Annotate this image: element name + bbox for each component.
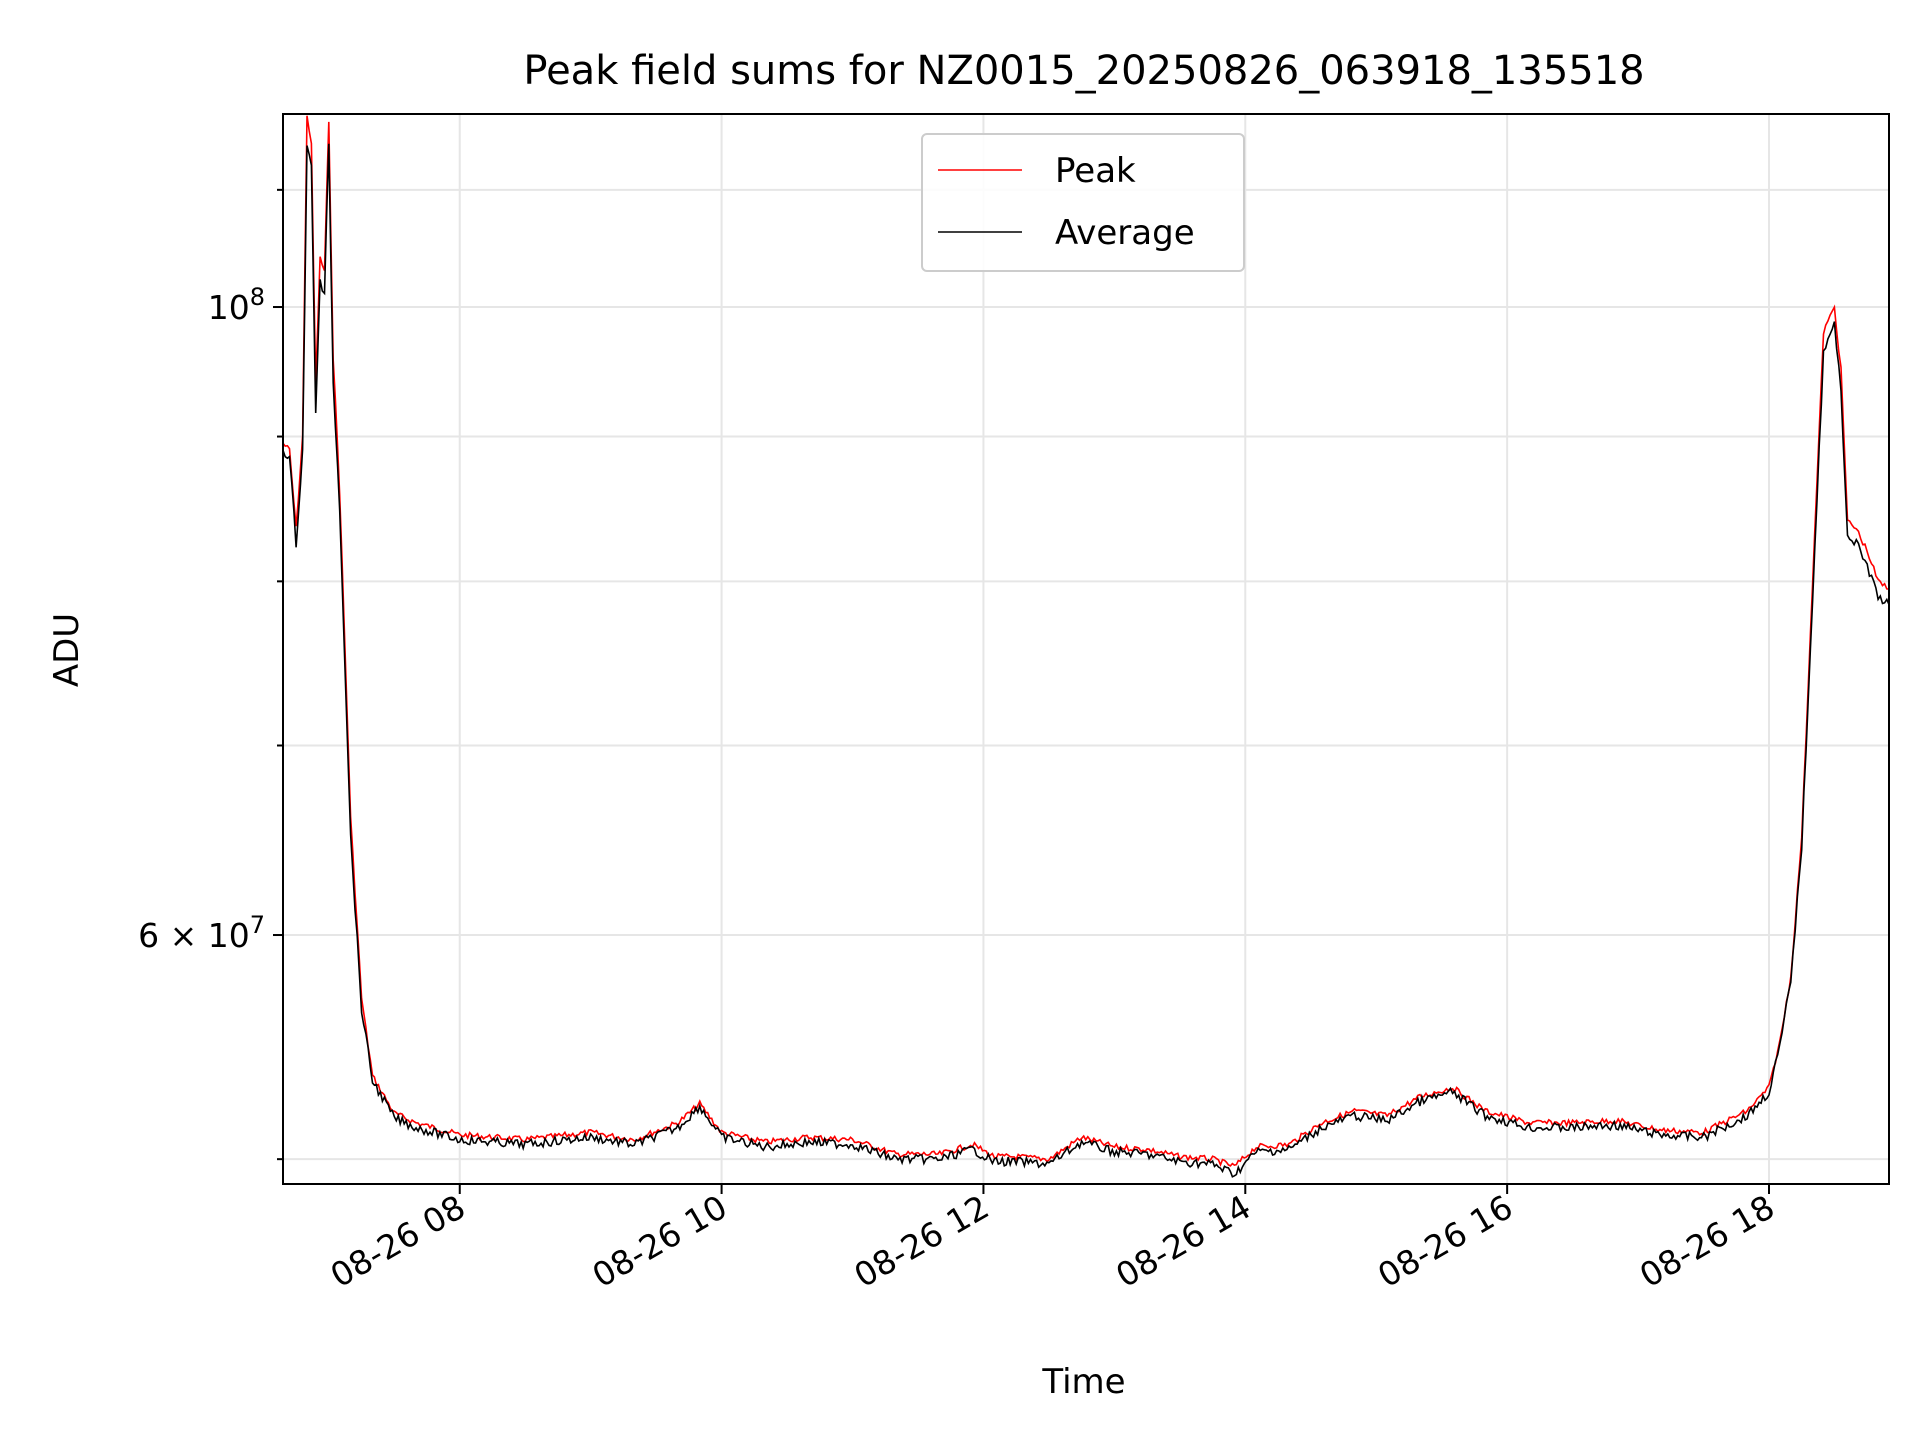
x-axis: 08-26 08 08-26 10 08-26 12 08-26 14 08-26 16… [324, 1184, 1781, 1295]
legend: Peak Average [921, 133, 1245, 272]
y-axis: 108 6 × 107 [138, 188, 283, 1161]
series-line-average [283, 143, 1889, 1178]
chart-title: Peak field sums for NZ0015_20250826_0639… [523, 48, 1644, 94]
x-tick-label: 08-26 14 [1109, 1187, 1257, 1295]
x-tick-label: 08-26 16 [1371, 1187, 1519, 1295]
series-lines [283, 115, 1889, 1178]
legend-box [921, 133, 1245, 272]
x-tick-label: 08-26 08 [324, 1187, 472, 1295]
x-tick-label: 08-26 10 [586, 1187, 734, 1295]
legend-label-average: Average [1055, 213, 1195, 253]
grid-lines [283, 114, 1889, 1184]
y-axis-label: ADU [47, 613, 87, 687]
x-axis-label: Time [1041, 1362, 1125, 1402]
series-line-peak [283, 115, 1889, 1167]
y-tick-label: 108 [208, 283, 265, 327]
plot-frame [282, 113, 1890, 1185]
x-tick-label: 08-26 18 [1633, 1187, 1781, 1295]
y-tick-label: 6 × 107 [138, 911, 265, 955]
legend-label-peak: Peak [1055, 151, 1136, 191]
x-tick-label: 08-26 12 [847, 1187, 995, 1295]
